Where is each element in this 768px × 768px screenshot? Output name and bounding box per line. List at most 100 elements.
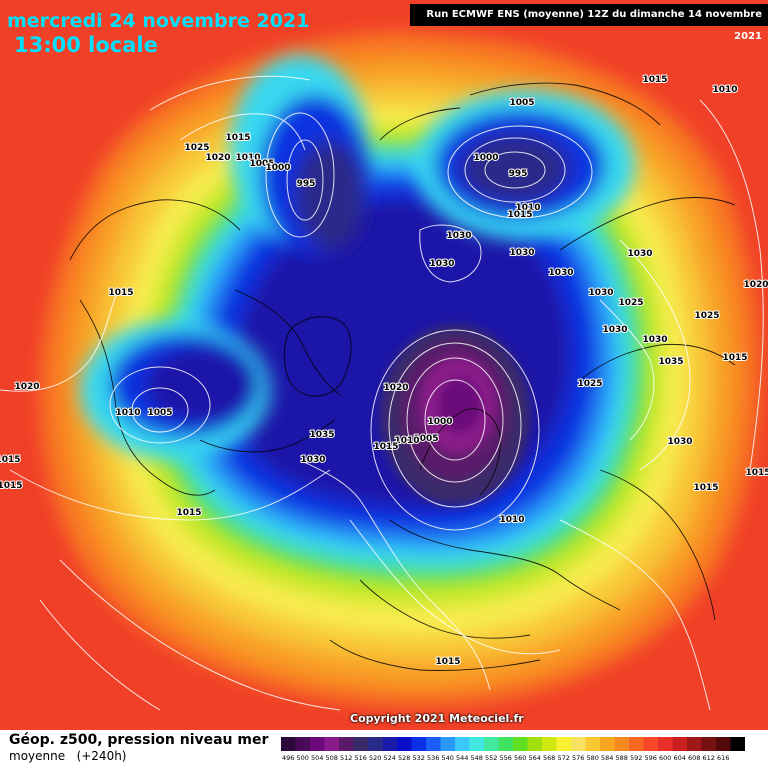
isobar-label: 1015: [745, 468, 768, 478]
scale-swatch: [730, 737, 745, 751]
forecast-date: mercredi 24 novembre 2021: [7, 10, 310, 32]
scale-swatch: [571, 737, 586, 751]
isobar-label: 1020: [743, 280, 768, 290]
scale-swatch: [658, 737, 673, 751]
isobar-label: 1010: [394, 436, 419, 446]
scale-label: 552: [485, 754, 497, 762]
scale-swatch: [455, 737, 470, 751]
scale-swatch: [542, 737, 557, 751]
isobar-label: 1025: [184, 143, 209, 153]
scale-swatch: [310, 737, 325, 751]
europe-coast: [329, 519, 621, 671]
forecast-time: 13:00 locale: [14, 33, 158, 57]
isobar-label: 1015: [693, 483, 718, 493]
scale-swatch: [600, 737, 615, 751]
isobar-label: 1010: [235, 153, 260, 163]
scale-label: 616: [717, 754, 729, 762]
scale-label: 524: [384, 754, 396, 762]
scale-label: 508: [326, 754, 338, 762]
scale-label: 604: [674, 754, 686, 762]
isobar-label: 1030: [429, 259, 454, 269]
scale-label: 536: [427, 754, 439, 762]
scale-label: 568: [543, 754, 555, 762]
greenland-coast: [283, 316, 352, 397]
scale-label: 588: [616, 754, 628, 762]
scale-label: 580: [587, 754, 599, 762]
scale-swatch: [440, 737, 455, 751]
scale-swatch: [281, 737, 296, 751]
isobar-label: 1010: [515, 203, 540, 213]
model-run-info: Run ECMWF ENS (moyenne) 12Z du dimanche …: [410, 4, 768, 42]
scale-swatch: [585, 737, 600, 751]
scale-swatch: [368, 737, 383, 751]
isobar-label: 1015: [225, 133, 250, 143]
scale-label: 528: [398, 754, 410, 762]
scale-label: 572: [558, 754, 570, 762]
isobar-label: 1030: [667, 437, 692, 447]
isobar-label: 1005: [413, 434, 438, 444]
scale-swatch: [643, 737, 658, 751]
isobar-label: 1020: [14, 382, 39, 392]
isobar-label: 1015: [373, 442, 398, 452]
isobar-label: 1020: [383, 383, 408, 393]
isobar-label: 1025: [694, 311, 719, 321]
isobar-label: 1015: [507, 210, 532, 220]
scale-swatch: [469, 737, 484, 751]
scale-label: 512: [340, 754, 352, 762]
scale-label: 532: [413, 754, 425, 762]
isobar-label: 1005: [509, 98, 534, 108]
scale-label: 496: [282, 754, 294, 762]
scale-swatch: [397, 737, 412, 751]
isobar-label: 1030: [300, 455, 325, 465]
legend-subtitle-left: moyenne: [9, 749, 66, 763]
color-scale: 496 500 504 508 512 516 520 524 528 532 536 540 544 5…: [281, 737, 745, 762]
scale-swatch: [411, 737, 426, 751]
scale-swatch: [716, 737, 731, 751]
scale-swatch: [324, 737, 339, 751]
copyright: Copyright 2021 Meteociel.fr: [350, 712, 524, 725]
isobar-label: 1000: [473, 153, 498, 163]
scale-label: 520: [369, 754, 381, 762]
scale-label: 612: [703, 754, 715, 762]
scale-label: 540: [442, 754, 454, 762]
trough-lobes: [80, 55, 635, 460]
scale-swatch: [382, 737, 397, 751]
scale-swatch: [672, 737, 687, 751]
purple-core: [380, 325, 530, 505]
isobar-label: 1020: [205, 153, 230, 163]
scale-swatch: [556, 737, 571, 751]
scale-label: 500: [297, 754, 309, 762]
isobar-label: 1015: [0, 481, 23, 491]
isobar-label: 995: [509, 169, 528, 179]
isobar-label: 1030: [602, 325, 627, 335]
isobar-label: 1005: [249, 159, 274, 169]
isobar-label: 1035: [658, 357, 683, 367]
north-america-coast: [69, 199, 341, 496]
isobar-label: 1010: [115, 408, 140, 418]
scale-label: 548: [471, 754, 483, 762]
isobar-label: 1000: [265, 163, 290, 173]
isobar-label: 1030: [446, 231, 471, 241]
kamchatka-coast: [379, 82, 661, 141]
scale-label: 608: [688, 754, 700, 762]
scale-label: 592: [630, 754, 642, 762]
scale-swatch: [426, 737, 441, 751]
scale-label: 544: [456, 754, 468, 762]
legend-title: Géop. z500, pression niveau mer: [9, 732, 269, 748]
isobar-label: 1010: [499, 515, 524, 525]
isobar-label: 1030: [588, 288, 613, 298]
scale-swatch: [353, 737, 368, 751]
isobar-label: 1035: [309, 430, 334, 440]
isobar-label: 1015: [0, 455, 21, 465]
legend-subtitle: moyenne (+240h): [9, 749, 127, 763]
scale-swatch: [513, 737, 528, 751]
scale-label: 516: [355, 754, 367, 762]
scale-swatch: [339, 737, 354, 751]
legend-bar: Géop. z500, pression niveau mer moyenne …: [0, 730, 768, 768]
scale-label: 596: [645, 754, 657, 762]
scale-label: 600: [659, 754, 671, 762]
isobar-label: 1025: [618, 298, 643, 308]
isobar-label: 1015: [108, 288, 133, 298]
legend-subtitle-right: (+240h): [76, 749, 127, 763]
